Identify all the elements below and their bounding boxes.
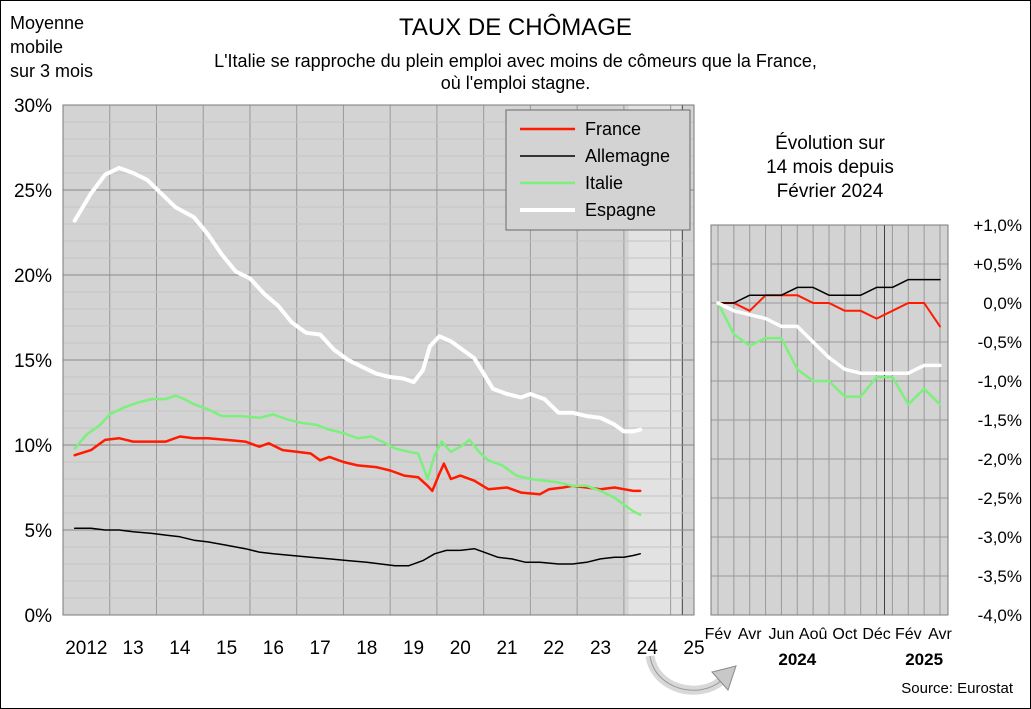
legend-entry: Allemagne: [585, 146, 670, 166]
y-axis-label-line3: sur 3 mois: [10, 61, 94, 81]
inset-year-label: 2024: [778, 650, 816, 669]
x-tick-label: 17: [310, 638, 331, 659]
chart-title: TAUX DE CHÔMAGE: [399, 14, 632, 41]
chart-subtitle-line2: où l'emploi stagne.: [440, 73, 591, 93]
inset-chart: +1,0% +0,5% 0,0% -0,5% -1,0% -1,5% -2,0% -2,5% -…: [705, 216, 1022, 669]
inset-y-tick-label: -1,0%: [978, 372, 1022, 391]
series-line-allemagne: [73, 527, 641, 567]
x-tick-label: 16: [263, 638, 284, 659]
inset-y-tick-label: +1,0%: [973, 216, 1022, 235]
inset-x-tick-label: Aoû: [799, 626, 827, 643]
inset-year-label: 2025: [905, 650, 943, 669]
inset-x-tick-label: Oct: [832, 626, 857, 643]
legend: France Allemagne Italie Espagne: [505, 109, 691, 231]
y-tick-label: 0%: [25, 606, 53, 627]
x-tick-label: 24: [637, 638, 659, 659]
inset-x-tick-label: Avr: [738, 626, 762, 643]
plot-border: [62, 104, 695, 616]
y-tick-label: 10%: [14, 436, 52, 457]
inset-x-tick-label: Jun: [769, 626, 795, 643]
inset-x-tick-label: Déc: [862, 626, 890, 643]
source-note: Source: Eurostat: [901, 680, 1013, 697]
x-tick-label: 15: [216, 638, 237, 659]
y-axis-label-line2: mobile: [10, 37, 64, 57]
main-chart: 0% 5% 10% 15% 20% 25% 30% 2012 13 14 15 16 17 18 19 20 2…: [14, 96, 705, 659]
inset-x-tick-label: Fév: [895, 626, 922, 643]
inset-y-tick-label: -4,0%: [978, 606, 1022, 625]
inset-series-line-france: [717, 294, 941, 328]
x-tick-label: 2012: [65, 638, 107, 659]
y-tick-label: 25%: [14, 181, 52, 202]
inset-series-line-italie: [716, 301, 942, 406]
x-tick-label: 23: [590, 638, 611, 659]
inset-y-tick-label: 0,0%: [983, 294, 1022, 313]
inset-x-tick-label: Fév: [705, 626, 732, 643]
x-tick-label: 21: [496, 638, 517, 659]
y-tick-label: 30%: [14, 96, 52, 117]
series-line-espagne: [72, 165, 643, 434]
x-tick-label: 13: [123, 638, 144, 659]
x-tick-label: 25: [683, 638, 704, 659]
y-tick-label: 20%: [14, 266, 52, 287]
inset-series-line-espagne: [716, 301, 942, 375]
y-tick-label: 15%: [14, 351, 52, 372]
legend-entry: France: [585, 119, 641, 139]
inset-y-tick-label: -2,5%: [978, 489, 1022, 508]
inset-y-tick-label: -0,5%: [978, 333, 1022, 352]
inset-y-tick-label: -2,0%: [978, 450, 1022, 469]
inset-title-line3: Février 2024: [776, 181, 884, 202]
y-tick-label: 5%: [25, 521, 53, 542]
chart-subtitle-line1: L'Italie se rapproche du plein emploi av…: [214, 51, 817, 71]
curved-arrow-icon: [645, 654, 737, 695]
inset-title-line1: Évolution sur: [775, 133, 885, 154]
inset-title-line2: 14 mois depuis: [766, 157, 894, 178]
legend-entry: Italie: [585, 173, 623, 193]
inset-plot-border: [710, 224, 949, 616]
legend-entry: Espagne: [585, 200, 656, 220]
inset-x-tick-label: Avr: [928, 626, 952, 643]
x-tick-label: 22: [543, 638, 564, 659]
series-line-italie: [73, 394, 642, 516]
inset-y-tick-label: -3,5%: [978, 567, 1022, 586]
inset-y-tick-label: -3,0%: [978, 528, 1022, 547]
x-tick-label: 18: [356, 638, 377, 659]
x-tick-label: 14: [169, 638, 191, 659]
x-tick-label: 20: [450, 638, 471, 659]
x-tick-label: 19: [403, 638, 424, 659]
inset-series-line-allemagne: [717, 278, 941, 304]
series-line-france: [73, 435, 642, 496]
inset-y-tick-label: +0,5%: [973, 255, 1022, 274]
y-axis-label-line1: Moyenne: [10, 13, 85, 33]
inset-y-tick-label: -1,5%: [978, 411, 1022, 430]
